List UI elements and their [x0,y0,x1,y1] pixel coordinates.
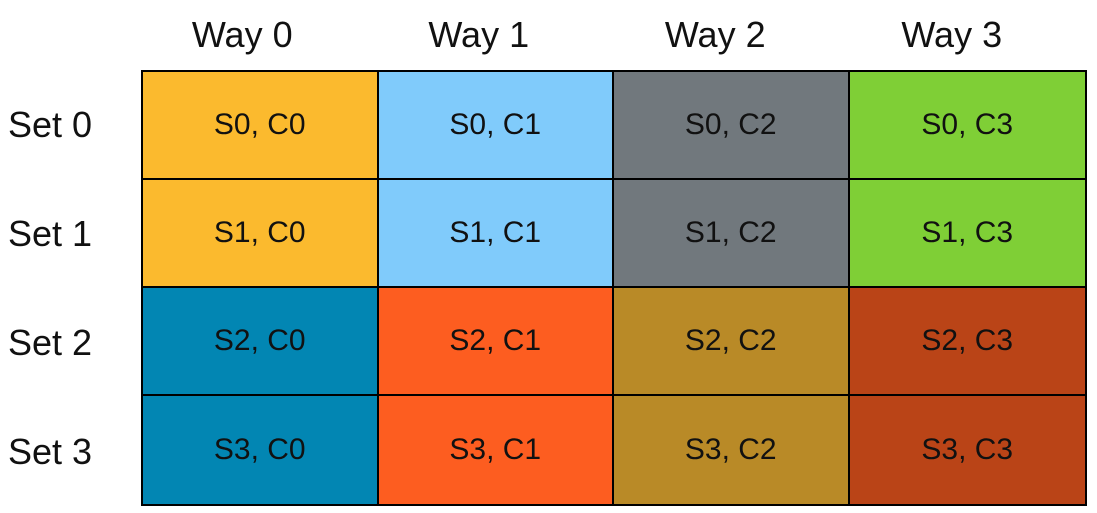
cache-cell: S2, C1 [378,288,614,396]
way-header-3: Way 3 [901,14,1003,55]
cache-grid: S0, C0 S0, C1 S0, C2 S0, C3 S1, C0 S1, C… [141,70,1087,506]
cache-cell: S0, C3 [849,72,1085,180]
cache-cell: S2, C0 [143,288,379,396]
cache-cell: S1, C3 [849,180,1085,288]
cache-cell: S2, C2 [614,288,850,396]
cache-cell: S1, C2 [614,180,850,288]
cache-cell: S3, C3 [849,396,1085,504]
set-headers: Set 0 Set 1 Set 2 Set 3 [0,70,141,506]
cache-cell: S0, C1 [378,72,614,180]
cache-cell: S3, C1 [378,396,614,504]
cache-cell: S1, C1 [378,180,614,288]
cache-cell: S0, C0 [143,72,379,180]
way-header-0: Way 0 [191,14,293,55]
cache-cell: S0, C2 [614,72,850,180]
cache-cell: S1, C0 [143,180,379,288]
way-header-2: Way 2 [664,14,766,55]
set-header-2: Set 2 [8,321,93,363]
set-header-0: Set 0 [8,103,93,145]
set-header-1: Set 1 [8,212,93,254]
way-header-1: Way 1 [428,14,530,55]
cache-cell: S3, C2 [614,396,850,504]
way-headers: Way 0 Way 1 Way 2 Way 3 [141,8,1087,62]
cache-cell: S2, C3 [849,288,1085,396]
set-header-3: Set 3 [8,430,93,472]
cache-cell: S3, C0 [143,396,379,504]
